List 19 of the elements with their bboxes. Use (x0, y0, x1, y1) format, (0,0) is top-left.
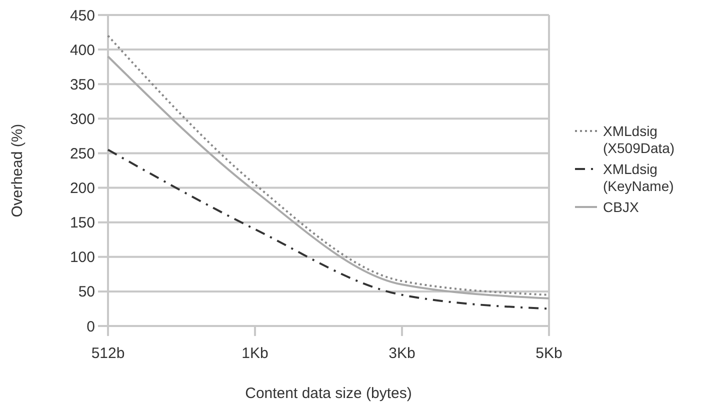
x-tick-label: 3Kb (388, 345, 416, 362)
y-tick-label: 250 (70, 145, 95, 162)
legend-label: CBJX (603, 199, 640, 215)
legend-label: XMLdsig (X509Data) (603, 123, 675, 156)
x-axis-title: Content data size (bytes) (245, 385, 412, 402)
y-tick-label: 450 (70, 7, 95, 24)
y-tick-label: 300 (70, 110, 95, 128)
x-tick-label: 512b (91, 345, 125, 362)
x-tick-label: 5Kb (536, 345, 562, 362)
y-tick-label: 50 (78, 284, 95, 301)
y-tick-label: 400 (70, 42, 95, 59)
y-axis-title: Overhead (%) (9, 124, 26, 218)
y-tick-label: 150 (70, 214, 95, 232)
y-tick-label: 200 (70, 180, 95, 198)
legend-label: XMLdsig (KeyName) (603, 161, 674, 194)
x-tick-label: 1Kb (242, 345, 268, 362)
y-tick-label: 0 (86, 318, 95, 336)
y-tick-label: 100 (70, 249, 95, 266)
y-tick-label: 350 (70, 76, 95, 94)
